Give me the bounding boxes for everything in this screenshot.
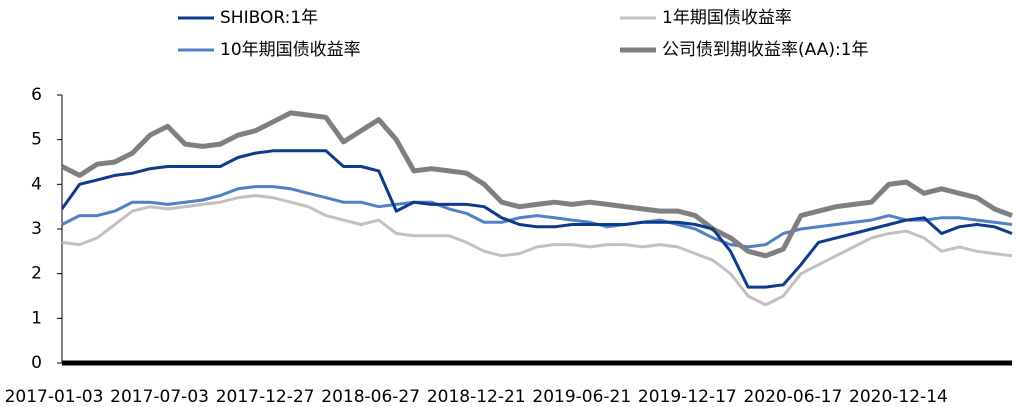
x-tick-label: 2017-07-03 [110,387,209,407]
legend-label: 1年期国债收益率 [662,8,792,28]
y-tick-label: 4 [31,174,42,194]
x-tick-label: 2019-06-21 [532,387,631,407]
x-tick-label: 2018-12-21 [427,387,526,407]
y-tick-label: 3 [31,219,42,239]
series-line [60,110,1013,259]
legend-label: SHIBOR:1年 [220,8,318,28]
y-tick-label: 1 [31,308,42,328]
legend-label: 10年期国债收益率 [220,40,361,60]
series-line [61,194,1013,307]
series-line [60,149,1013,289]
x-tick-label: 2017-12-27 [216,387,315,407]
y-tick-label: 0 [31,353,42,373]
x-tick-label: 2020-12-14 [849,387,948,407]
series-line [61,185,1013,249]
x-tick-label: 2018-06-27 [321,387,420,407]
x-tick-label: 2017-01-03 [5,387,104,407]
x-tick-label: 2020-06-17 [743,387,842,407]
y-tick-label: 6 [31,85,42,105]
x-tick-label: 2019-12-17 [638,387,737,407]
y-tick-label: 2 [31,264,42,284]
legend-label: 公司债到期收益率(AA):1年 [662,40,869,60]
y-tick-label: 5 [31,130,42,150]
